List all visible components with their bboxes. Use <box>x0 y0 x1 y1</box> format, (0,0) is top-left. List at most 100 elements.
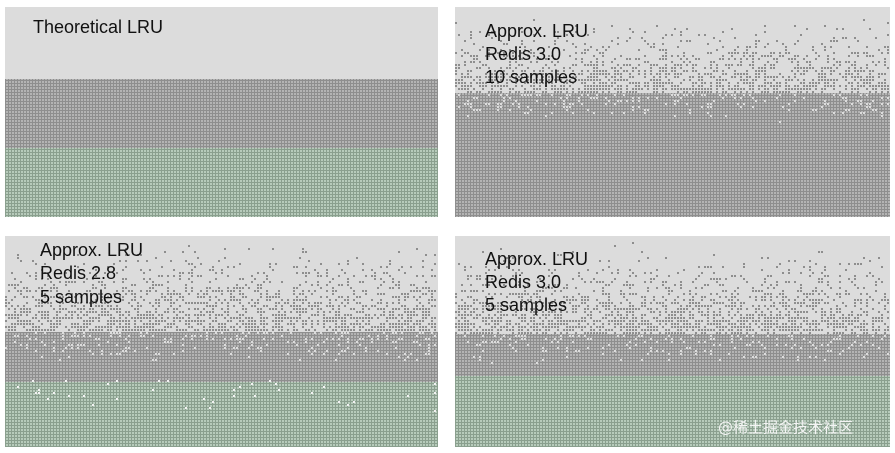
sample <box>92 302 94 304</box>
sample <box>692 85 694 87</box>
sample <box>752 317 754 319</box>
sample <box>629 284 631 286</box>
sample <box>419 308 421 310</box>
sample <box>143 314 145 316</box>
sample <box>275 302 277 304</box>
sample <box>536 94 538 96</box>
sample <box>128 323 130 325</box>
sample <box>101 326 103 328</box>
sample <box>245 296 247 298</box>
sample <box>797 359 799 361</box>
sample <box>731 335 733 337</box>
sample <box>602 353 604 355</box>
sample <box>203 293 205 295</box>
sample <box>614 350 616 352</box>
sample <box>26 302 28 304</box>
sample <box>776 88 778 90</box>
sample <box>809 61 811 63</box>
sample <box>758 73 760 75</box>
sample <box>824 311 826 313</box>
sample <box>737 287 739 289</box>
sample <box>260 350 262 352</box>
sample <box>536 82 538 84</box>
sample <box>665 299 667 301</box>
sample <box>881 314 883 316</box>
sample <box>782 55 784 57</box>
sample <box>629 73 631 75</box>
sample <box>185 407 187 409</box>
sample <box>590 88 592 90</box>
sample <box>827 320 829 322</box>
sample <box>848 347 850 349</box>
sample <box>704 88 706 90</box>
sample <box>788 329 790 331</box>
sample <box>422 266 424 268</box>
sample <box>518 335 520 337</box>
sample <box>41 305 43 307</box>
sample <box>821 320 823 322</box>
sample <box>521 317 523 319</box>
sample <box>887 49 889 51</box>
panel <box>5 236 438 447</box>
sample <box>788 311 790 313</box>
sample <box>248 347 250 349</box>
sample <box>764 79 766 81</box>
sample <box>557 341 559 343</box>
sample <box>764 317 766 319</box>
sample <box>359 338 361 340</box>
sample <box>392 326 394 328</box>
sample <box>275 308 277 310</box>
sample <box>803 266 805 268</box>
sample <box>167 275 169 277</box>
sample <box>461 314 463 316</box>
sample <box>215 305 217 307</box>
sample <box>92 278 94 280</box>
sample <box>500 305 502 307</box>
sample <box>269 263 271 265</box>
sample <box>71 344 73 346</box>
sample <box>35 326 37 328</box>
sample <box>626 323 628 325</box>
sample <box>665 281 667 283</box>
sample <box>713 344 715 346</box>
sample <box>875 317 877 319</box>
sample <box>728 311 730 313</box>
sample <box>536 308 538 310</box>
sample <box>608 91 610 93</box>
sample <box>746 326 748 328</box>
sample <box>869 332 871 334</box>
sample <box>515 284 517 286</box>
sample <box>539 82 541 84</box>
sample <box>458 332 460 334</box>
sample <box>407 311 409 313</box>
sample <box>563 49 565 51</box>
sample <box>38 305 40 307</box>
sample <box>857 76 859 78</box>
sample <box>626 299 628 301</box>
sample <box>332 308 334 310</box>
sample <box>347 314 349 316</box>
sample <box>500 76 502 78</box>
sample <box>500 308 502 310</box>
sample <box>632 272 634 274</box>
sample <box>869 79 871 81</box>
sample <box>323 386 325 388</box>
sample <box>500 67 502 69</box>
sample <box>416 305 418 307</box>
sample <box>266 317 268 319</box>
sample <box>500 302 502 304</box>
sample <box>743 88 745 90</box>
sample <box>155 290 157 292</box>
sample <box>311 347 313 349</box>
sample <box>77 302 79 304</box>
sample <box>674 76 676 78</box>
sample <box>701 287 703 289</box>
sample <box>341 302 343 304</box>
sample <box>464 82 466 84</box>
sample <box>104 302 106 304</box>
sample <box>644 85 646 87</box>
sample <box>623 326 625 328</box>
sample <box>404 323 406 325</box>
sample <box>692 281 694 283</box>
new-keys <box>5 382 438 447</box>
